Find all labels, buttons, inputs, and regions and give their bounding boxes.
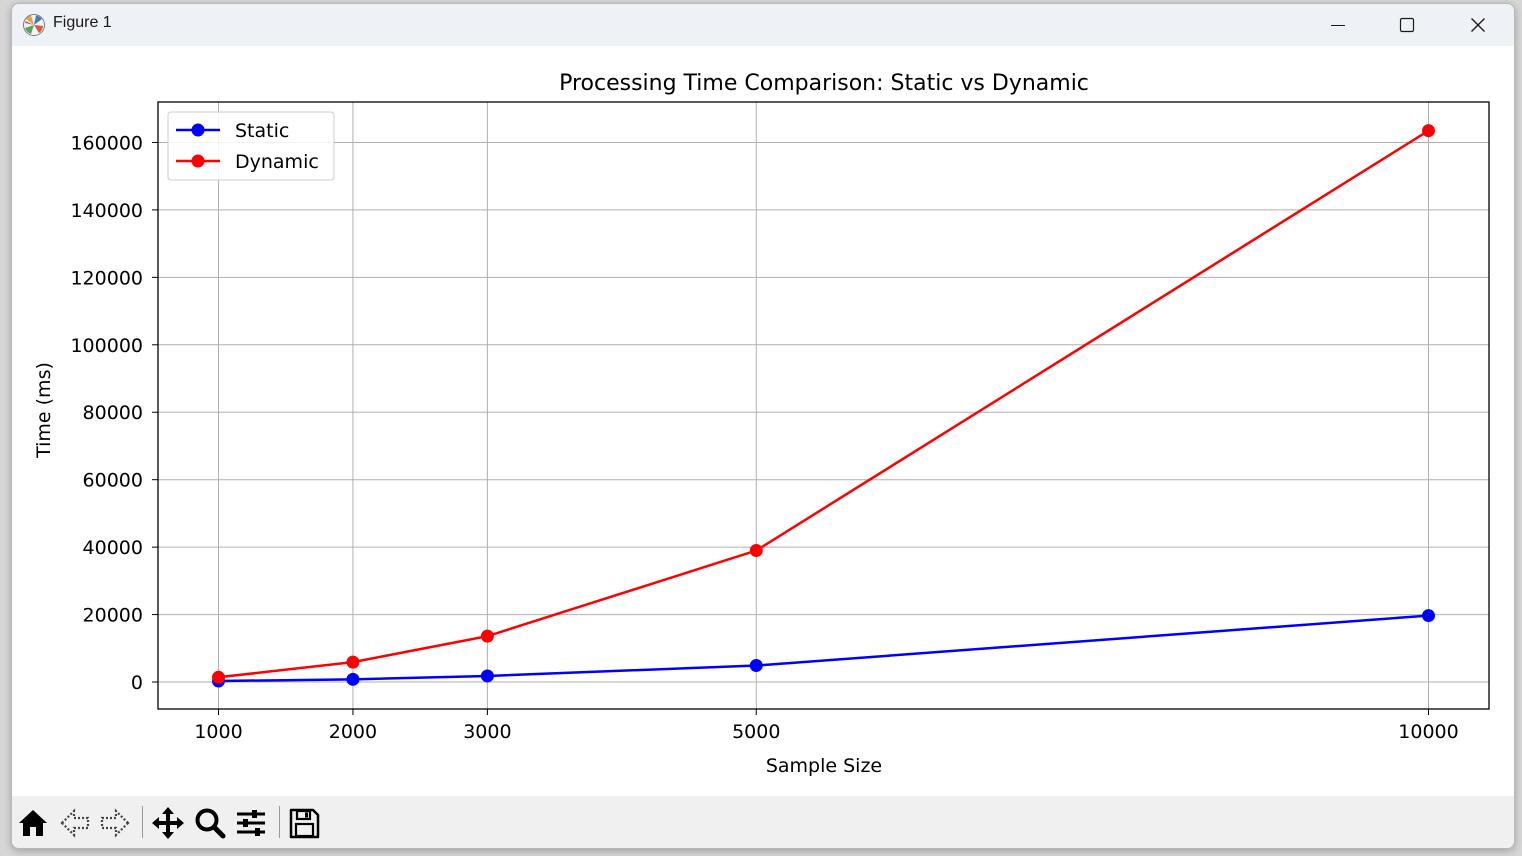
configure-subplots-icon: [237, 810, 265, 836]
toolbar-separator: [142, 806, 143, 838]
static-data-point: [1422, 609, 1435, 623]
close-icon: [1471, 18, 1485, 32]
y-tick-label: 160000: [70, 132, 143, 154]
y-tick-label: 40000: [83, 537, 143, 559]
legend: Static Dynamic: [167, 111, 335, 181]
dynamic-series-line: [218, 129, 1430, 679]
y-tick-label: 120000: [70, 267, 143, 289]
legend-static-label: Static: [235, 120, 289, 142]
x-tick-label: 2000: [329, 721, 377, 743]
y-tick-label: 20000: [83, 605, 143, 627]
y-tick-label: 0: [131, 672, 143, 694]
close-button[interactable]: [1443, 4, 1513, 46]
legend-dynamic-label: Dynamic: [235, 151, 319, 173]
legend-dynamic-swatch-marker: [191, 154, 205, 168]
home-icon: [19, 810, 47, 836]
forward-button[interactable]: [96, 804, 134, 842]
dynamic-data-point: [480, 629, 494, 643]
zoom-button[interactable]: [191, 804, 229, 842]
minimize-button[interactable]: [1303, 4, 1373, 46]
line-chart: 1000 2000 3000 5000 100000200004000060000800…: [33, 71, 1490, 777]
x-tick-label: 5000: [732, 721, 780, 743]
series-layer: [212, 124, 1435, 688]
matplotlib-logo-icon: [22, 13, 46, 37]
pan-move-icon: [152, 807, 184, 839]
y-tick-label: 140000: [70, 200, 143, 222]
configure-subplots-button[interactable]: [232, 804, 270, 842]
tick-layer: 1000 2000 3000 5000 100000200004000060000800…: [70, 132, 1458, 743]
pan-button[interactable]: [149, 804, 187, 842]
y-tick-label: 100000: [70, 335, 143, 357]
title-bar[interactable]: Figure 1: [12, 4, 1514, 46]
static-data-point: [480, 669, 494, 683]
navigation-toolbar: [12, 796, 1514, 848]
x-tick-label: 3000: [463, 721, 511, 743]
dynamic-data-point: [1422, 124, 1435, 138]
home-button[interactable]: [14, 804, 52, 842]
axes-frame: [157, 101, 1490, 710]
figure-canvas[interactable]: 1000 2000 3000 5000 10000 0 20000 40000 60000 800…: [12, 46, 1514, 796]
static-data-point: [749, 658, 763, 672]
zoom-magnifier-icon: [195, 808, 226, 839]
dynamic-data-point: [749, 544, 763, 558]
x-tick-label: 1000: [194, 721, 242, 743]
legend-static-swatch-marker: [191, 123, 205, 137]
forward-arrow-icon: [100, 808, 130, 838]
figure-window: Figure 1 1000 2000 3000 5000 10000 0 20000 4000…: [11, 3, 1515, 849]
back-button[interactable]: [56, 804, 94, 842]
toolbar-separator: [279, 806, 280, 838]
grid-lines: [158, 102, 1489, 709]
back-arrow-icon: [60, 808, 90, 838]
y-tick-label: 60000: [83, 470, 143, 492]
x-tick-label: 10000: [1398, 721, 1458, 743]
maximize-button[interactable]: [1372, 4, 1442, 46]
dynamic-data-point: [346, 655, 360, 669]
dynamic-data-point: [212, 670, 225, 684]
y-axis-label: Time (ms): [33, 362, 55, 459]
x-axis-label: Sample Size: [766, 755, 882, 777]
static-data-point: [346, 672, 360, 686]
window-title: Figure 1: [53, 14, 112, 31]
maximize-icon: [1399, 17, 1415, 33]
chart-title: Processing Time Comparison: Static vs Dy…: [559, 71, 1089, 96]
save-floppy-icon: [289, 808, 320, 839]
y-tick-label: 80000: [83, 402, 143, 424]
static-series-line: [218, 614, 1429, 683]
save-button[interactable]: [285, 804, 323, 842]
minimize-icon: [1331, 25, 1345, 26]
